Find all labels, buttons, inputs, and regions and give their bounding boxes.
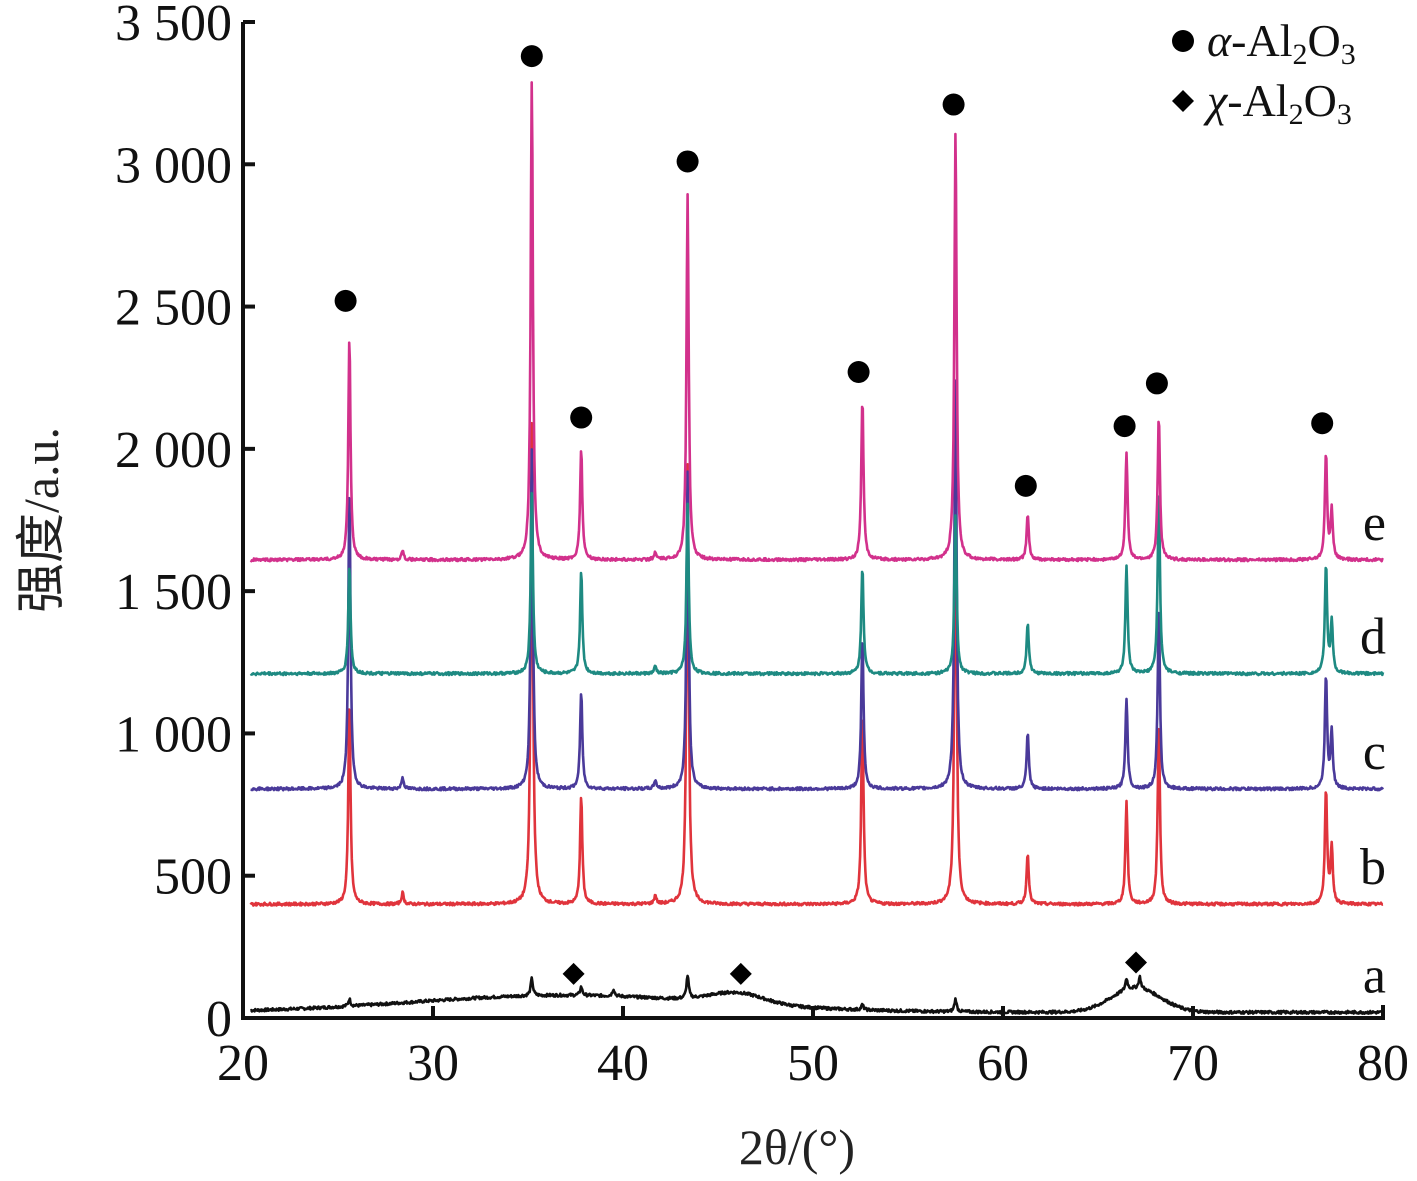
series-trace-d <box>249 491 1385 677</box>
alpha-al2o3-peak-marker <box>1145 372 1168 395</box>
series-trace-c <box>250 379 1385 792</box>
y-tick-label: 1 500 <box>115 564 232 621</box>
series-traces <box>249 81 1385 1015</box>
series-label-b: b <box>1360 839 1386 896</box>
series-trace-b <box>249 421 1384 907</box>
alpha-al2o3-peak-marker <box>520 45 543 68</box>
alpha-al2o3-peak-marker <box>1014 474 1037 497</box>
x-tick-label: 20 <box>217 1035 269 1092</box>
alpha-al2o3-peak-marker <box>942 93 965 116</box>
chi-al2o3-peak-marker <box>729 962 752 985</box>
x-tick-label: 30 <box>407 1035 459 1092</box>
x-tick-label: 70 <box>1167 1035 1219 1092</box>
legend-diamond-icon <box>1172 90 1194 112</box>
legend-entry-1: α-Al2O3 <box>1207 15 1356 71</box>
series-label-e: e <box>1363 495 1386 552</box>
y-tick-label: 2 500 <box>115 280 232 337</box>
alpha-al2o3-peak-marker <box>1113 415 1136 438</box>
x-tick-label: 40 <box>597 1035 649 1092</box>
x-tick-label: 80 <box>1357 1035 1409 1092</box>
y-tick-label: 3 500 <box>115 0 232 52</box>
chi-al2o3-peak-marker <box>562 962 585 985</box>
x-tick-label: 60 <box>977 1035 1029 1092</box>
legend-entry-2: χ-Al2O3 <box>1203 75 1352 131</box>
y-axis-title: 强度/a.u. <box>13 427 69 613</box>
alpha-al2o3-peak-marker <box>676 150 699 173</box>
series-label-a: a <box>1363 947 1386 1004</box>
series-label-c: c <box>1363 724 1386 781</box>
alpha-al2o3-peak-marker <box>570 406 593 429</box>
y-ticks: 0 500 1 000 1 500 2 000 2 500 3 000 3 500 <box>115 0 255 1048</box>
axis-frame <box>241 22 1385 1020</box>
series-labels: ab c de <box>1360 495 1386 1004</box>
alpha-al2o3-peak-marker <box>334 289 357 312</box>
series-trace-a <box>250 974 1384 1015</box>
y-tick-label: 1 000 <box>115 706 232 763</box>
series-trace-e <box>249 81 1384 563</box>
x-ticks: 20 30 40 50 60 70 80 <box>217 1006 1409 1092</box>
alpha-al2o3-peak-marker <box>1311 412 1334 435</box>
y-tick-label: 500 <box>154 849 232 906</box>
phase-markers <box>334 45 1334 985</box>
y-tick-label: 3 000 <box>115 137 232 194</box>
y-tick-label: 0 <box>206 991 232 1048</box>
axes <box>241 22 1385 1020</box>
alpha-al2o3-peak-marker <box>847 361 870 384</box>
legend-circle-icon <box>1172 30 1194 52</box>
x-tick-label: 50 <box>787 1035 839 1092</box>
series-label-d: d <box>1360 609 1386 666</box>
x-axis-title: 2θ/(°) <box>739 1119 855 1175</box>
chi-al2o3-peak-marker <box>1125 951 1147 974</box>
y-tick-label: 2 000 <box>115 422 232 479</box>
